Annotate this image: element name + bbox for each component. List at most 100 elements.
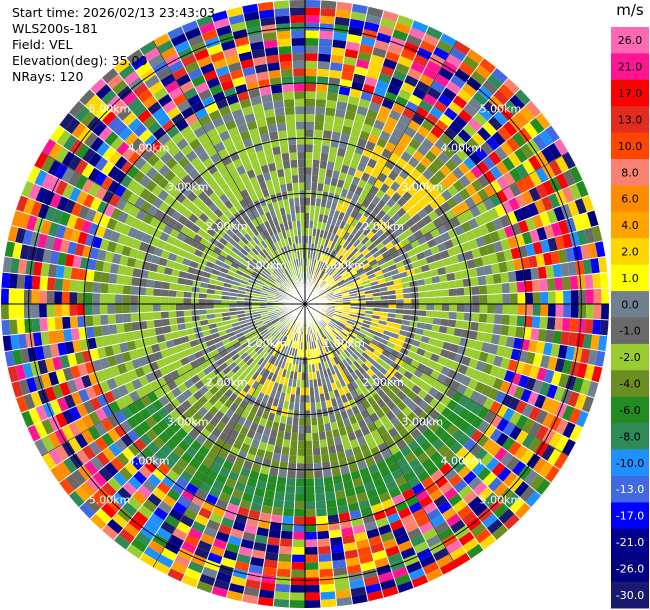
velocity-gate bbox=[454, 244, 464, 255]
velocity-gate bbox=[458, 61, 475, 77]
velocity-gate bbox=[485, 274, 494, 285]
velocity-gate bbox=[379, 466, 392, 478]
velocity-gate bbox=[452, 95, 468, 110]
velocity-gate bbox=[396, 139, 409, 151]
velocity-gate bbox=[432, 547, 450, 562]
velocity-gate bbox=[314, 485, 325, 494]
velocity-gate bbox=[285, 477, 296, 487]
velocity-gate bbox=[525, 351, 536, 365]
velocity-gate bbox=[468, 238, 479, 250]
velocity-gate bbox=[434, 296, 442, 304]
velocity-gate bbox=[536, 366, 548, 382]
velocity-gate bbox=[318, 568, 334, 578]
velocity-gate bbox=[358, 256, 367, 264]
velocity-gate bbox=[194, 513, 210, 527]
velocity-gate bbox=[381, 384, 391, 395]
velocity-gate bbox=[342, 157, 352, 167]
velocity-gate bbox=[397, 232, 407, 242]
velocity-gate bbox=[363, 481, 376, 492]
velocity-gate bbox=[309, 212, 315, 221]
velocity-gate bbox=[379, 578, 397, 591]
velocity-gate bbox=[395, 313, 404, 320]
velocity-gate bbox=[486, 313, 495, 324]
velocity-gate bbox=[403, 298, 412, 304]
velocity-gate bbox=[95, 508, 112, 525]
velocity-gate bbox=[540, 146, 556, 164]
velocity-gate bbox=[305, 167, 313, 175]
velocity-gate bbox=[65, 473, 81, 491]
velocity-gate bbox=[352, 325, 361, 332]
velocity-gate bbox=[278, 343, 285, 352]
velocity-gate bbox=[495, 190, 509, 204]
velocity-gate bbox=[291, 348, 296, 356]
velocity-gate bbox=[328, 69, 342, 79]
velocity-gate bbox=[509, 182, 522, 197]
velocity-gate bbox=[503, 346, 514, 360]
velocity-gate bbox=[438, 462, 453, 476]
velocity-gate bbox=[179, 514, 195, 528]
velocity-gate bbox=[316, 339, 322, 348]
velocity-gate bbox=[396, 390, 407, 401]
velocity-gate bbox=[572, 346, 583, 363]
velocity-gate bbox=[393, 255, 403, 264]
velocity-gate bbox=[151, 423, 164, 437]
velocity-gate bbox=[479, 294, 488, 304]
velocity-gate bbox=[291, 562, 305, 570]
velocity-gate bbox=[339, 361, 347, 370]
velocity-gate bbox=[222, 353, 232, 363]
velocity-gate bbox=[248, 509, 261, 520]
velocity-gate bbox=[509, 94, 526, 111]
velocity-gate bbox=[318, 167, 327, 177]
velocity-gate bbox=[350, 586, 367, 597]
velocity-gate bbox=[157, 500, 173, 515]
velocity-gate bbox=[94, 436, 109, 452]
velocity-gate bbox=[277, 314, 286, 320]
velocity-gate bbox=[354, 369, 363, 378]
velocity-gate bbox=[255, 383, 264, 392]
velocity-gate bbox=[537, 266, 547, 280]
velocity-gate bbox=[515, 326, 525, 339]
velocity-gate bbox=[451, 166, 465, 180]
velocity-gate bbox=[235, 368, 244, 378]
velocity-gate bbox=[412, 508, 427, 521]
velocity-gate bbox=[265, 334, 273, 342]
velocity-gate bbox=[276, 568, 292, 578]
velocity-gate bbox=[395, 380, 406, 391]
velocity-gate bbox=[488, 252, 499, 265]
velocity-gate bbox=[135, 386, 147, 399]
velocity-gate bbox=[289, 323, 295, 332]
velocity-gate bbox=[517, 292, 526, 304]
velocity-gate bbox=[371, 402, 381, 413]
velocity-gate bbox=[251, 371, 260, 381]
velocity-gate bbox=[445, 80, 462, 95]
velocity-gate bbox=[138, 465, 153, 480]
velocity-gate bbox=[322, 284, 330, 291]
velocity-gate bbox=[262, 341, 270, 350]
velocity-gate bbox=[286, 338, 292, 347]
velocity-gate bbox=[421, 138, 435, 151]
velocity-gate bbox=[411, 20, 429, 34]
velocity-gate bbox=[483, 184, 496, 198]
velocity-gate bbox=[422, 33, 440, 47]
velocity-gate bbox=[509, 497, 526, 514]
velocity-gate bbox=[434, 414, 447, 426]
velocity-gate bbox=[259, 339, 268, 347]
velocity-gate bbox=[372, 205, 382, 216]
velocity-gate bbox=[274, 583, 291, 593]
velocity-gate bbox=[372, 266, 382, 274]
velocity-gate bbox=[492, 240, 504, 253]
velocity-gate bbox=[320, 400, 328, 410]
velocity-gate bbox=[295, 333, 299, 342]
velocity-gate bbox=[381, 585, 399, 598]
velocity-gate bbox=[448, 120, 463, 135]
velocity-gate bbox=[356, 460, 368, 471]
velocity-gate bbox=[460, 221, 472, 233]
velocity-gate bbox=[345, 556, 361, 567]
velocity-gate bbox=[320, 598, 337, 608]
velocity-gate bbox=[241, 341, 250, 349]
velocity-gate bbox=[184, 567, 202, 581]
velocity-gate bbox=[132, 424, 146, 438]
velocity-gate bbox=[292, 417, 299, 426]
velocity-gate bbox=[339, 465, 351, 475]
velocity-gate bbox=[227, 535, 243, 547]
